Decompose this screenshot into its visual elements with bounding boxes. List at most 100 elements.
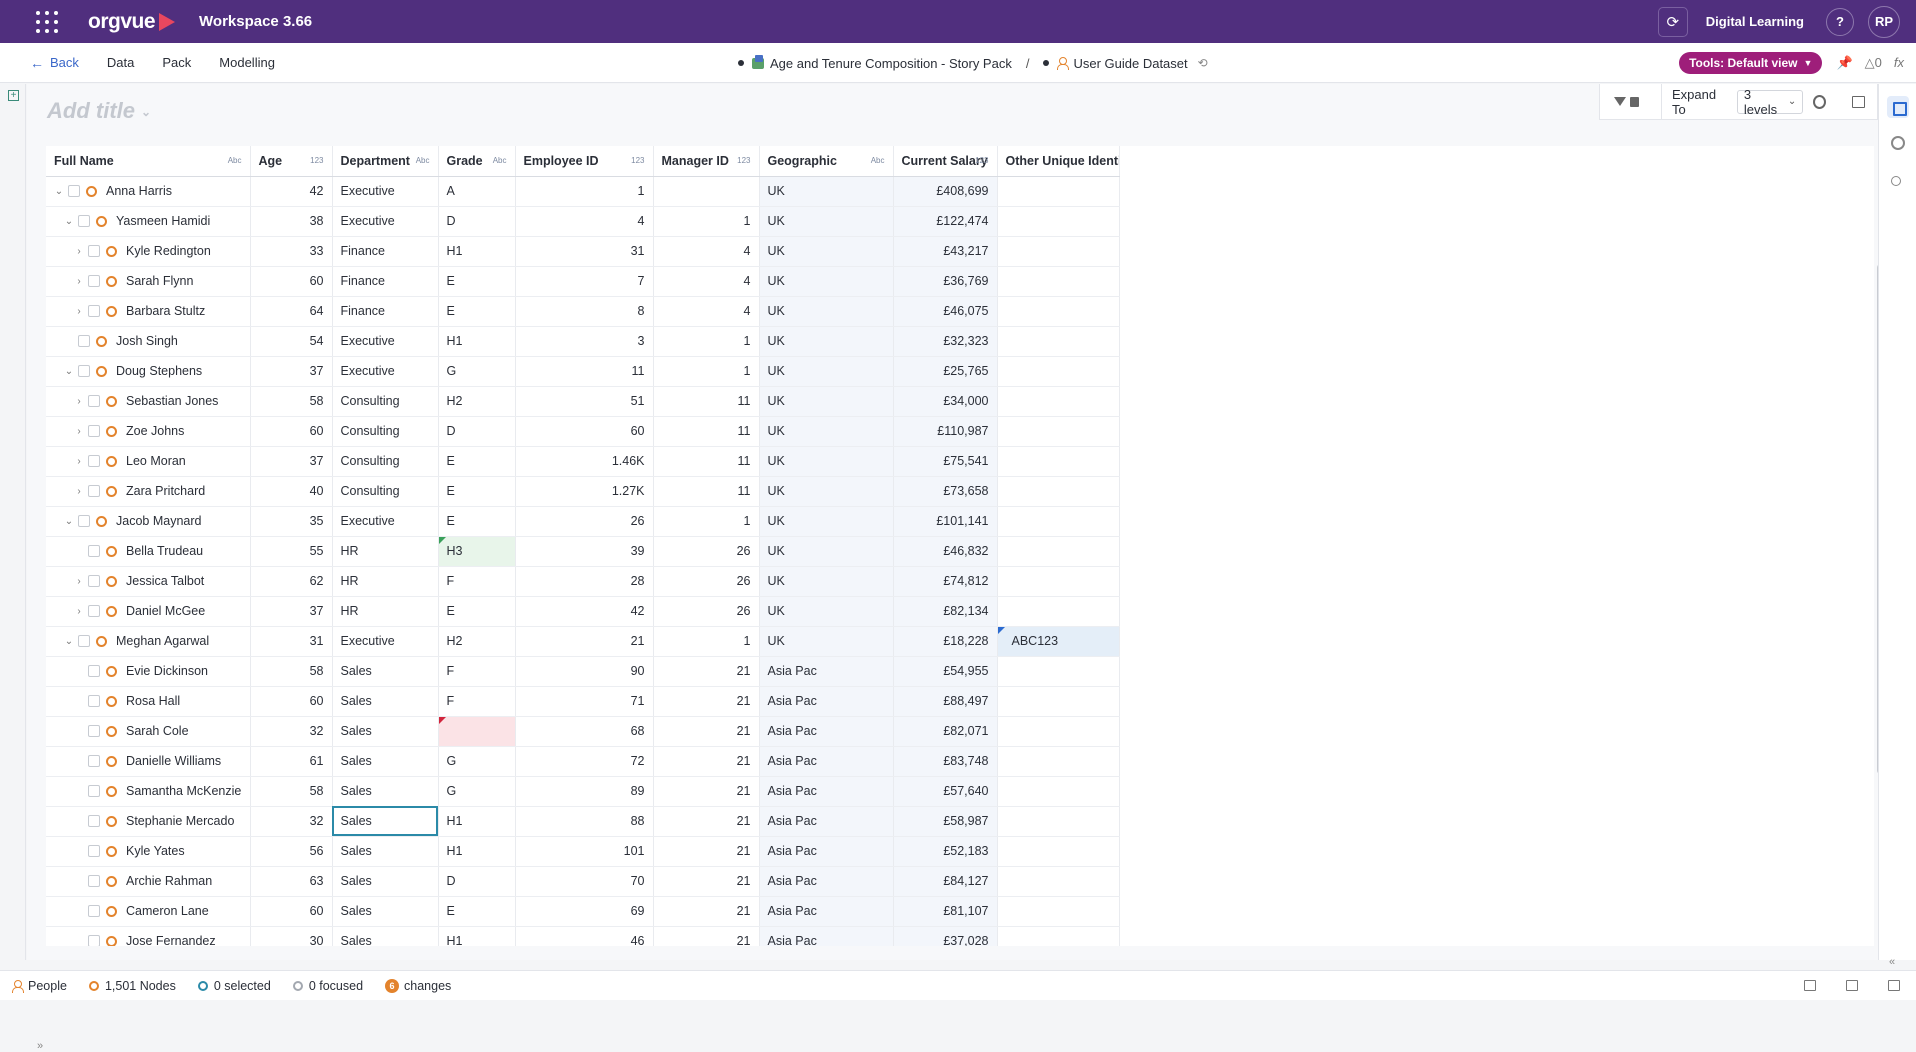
cell-manager-id[interactable]: 1 <box>653 356 760 387</box>
cell-full-name[interactable]: Stephanie Mercado <box>46 806 251 837</box>
cell-geographic[interactable]: Asia Pac <box>759 656 894 687</box>
cell-geographic[interactable]: UK <box>759 176 894 207</box>
cell-age[interactable]: 37 <box>250 596 333 627</box>
cell-full-name[interactable]: Sarah Cole <box>46 716 251 747</box>
chevron-right-icon[interactable]: › <box>77 485 81 497</box>
column-header-6[interactable]: Geographic Abc <box>759 146 894 177</box>
cell-geographic[interactable]: Asia Pac <box>759 746 894 777</box>
cell-age[interactable]: 64 <box>250 296 333 327</box>
cell-department[interactable]: Consulting <box>332 386 439 417</box>
cell-age[interactable]: 37 <box>250 356 333 387</box>
layout-icon[interactable] <box>1852 95 1865 108</box>
cell-grade[interactable]: H1 <box>438 836 516 867</box>
formula-icon[interactable]: fx <box>1893 55 1904 70</box>
cell-geographic[interactable]: UK <box>759 416 894 447</box>
table-row[interactable]: ⌄ Anna Harris 42 Executive A 1 UK £408,699 <box>46 176 1386 207</box>
row-checkbox[interactable] <box>78 335 90 347</box>
cell-manager-id[interactable]: 21 <box>653 746 760 777</box>
cell-current-salary[interactable]: £36,769 <box>893 266 998 297</box>
cell-full-name[interactable]: Rosa Hall <box>46 686 251 717</box>
cell-age[interactable]: 60 <box>250 686 333 717</box>
cell-other-unique-identifier[interactable] <box>997 476 1120 507</box>
cell-manager-id[interactable]: 11 <box>653 416 760 447</box>
cell-manager-id[interactable]: 4 <box>653 266 760 297</box>
cell-full-name[interactable]: ⌄ Jacob Maynard <box>46 506 251 537</box>
cell-manager-id[interactable]: 1 <box>653 626 760 657</box>
cell-grade[interactable]: E <box>438 296 516 327</box>
delete-icon[interactable] <box>1888 980 1900 991</box>
cell-other-unique-identifier[interactable] <box>997 806 1120 837</box>
menu-modelling[interactable]: Modelling <box>219 55 275 70</box>
cell-current-salary[interactable]: £37,028 <box>893 926 998 946</box>
row-checkbox[interactable] <box>88 545 100 557</box>
people-dataset[interactable]: People <box>12 979 67 993</box>
chevron-right-icon[interactable]: › <box>77 395 81 407</box>
cell-department[interactable]: Executive <box>332 206 439 237</box>
cell-employee-id[interactable]: 1.27K <box>515 476 654 507</box>
row-checkbox[interactable] <box>88 245 100 257</box>
cell-full-name[interactable]: ⌄ Doug Stephens <box>46 356 251 387</box>
chevron-right-icon[interactable]: › <box>77 425 81 437</box>
cell-employee-id[interactable]: 51 <box>515 386 654 417</box>
pack-name[interactable]: Age and Tenure Composition - Story Pack <box>770 55 1012 71</box>
cell-age[interactable]: 60 <box>250 896 333 927</box>
cell-grade[interactable]: A <box>438 176 516 207</box>
cell-geographic[interactable]: Asia Pac <box>759 686 894 717</box>
cell-geographic[interactable]: Asia Pac <box>759 776 894 807</box>
add-view-icon[interactable] <box>1804 980 1816 991</box>
cell-grade[interactable]: H1 <box>438 926 516 946</box>
filter-icon[interactable] <box>1614 97 1626 106</box>
cell-employee-id[interactable]: 71 <box>515 686 654 717</box>
cell-employee-id[interactable]: 7 <box>515 266 654 297</box>
cell-age[interactable]: 61 <box>250 746 333 777</box>
cell-employee-id[interactable]: 60 <box>515 416 654 447</box>
row-checkbox[interactable] <box>88 725 100 737</box>
cell-employee-id[interactable]: 70 <box>515 866 654 897</box>
cell-grade[interactable]: D <box>438 206 516 237</box>
cell-age[interactable]: 32 <box>250 716 333 747</box>
cell-department[interactable]: Executive <box>332 176 439 207</box>
column-header-1[interactable]: Age 123 <box>250 146 333 177</box>
cell-department[interactable]: Finance <box>332 266 439 297</box>
cell-full-name[interactable]: › Jessica Talbot <box>46 566 251 597</box>
tools-view-button[interactable]: Tools: Default view ▼ <box>1679 51 1823 74</box>
cell-current-salary[interactable]: £88,497 <box>893 686 998 717</box>
cell-employee-id[interactable]: 39 <box>515 536 654 567</box>
cell-other-unique-identifier[interactable] <box>997 926 1120 946</box>
chevron-down-icon[interactable]: ⌄ <box>64 365 74 377</box>
cell-current-salary[interactable]: £101,141 <box>893 506 998 537</box>
cell-grade[interactable]: D <box>438 416 516 447</box>
table-row[interactable]: ⌄ Yasmeen Hamidi 38 Executive D 4 1 UK £122,474 <box>46 206 1386 237</box>
column-header-5[interactable]: Manager ID 123 <box>653 146 760 177</box>
cell-full-name[interactable]: Kyle Yates <box>46 836 251 867</box>
cell-employee-id[interactable]: 90 <box>515 656 654 687</box>
cell-manager-id[interactable]: 26 <box>653 596 760 627</box>
cell-geographic[interactable]: UK <box>759 446 894 477</box>
node-panel-icon[interactable] <box>1891 136 1905 150</box>
cell-department[interactable]: HR <box>332 596 439 627</box>
avatar[interactable]: RP <box>1868 5 1900 38</box>
row-checkbox[interactable] <box>78 635 90 647</box>
menu-pack[interactable]: Pack <box>162 55 192 70</box>
cell-age[interactable]: 40 <box>250 476 333 507</box>
row-checkbox[interactable] <box>78 515 90 527</box>
cell-department[interactable]: Finance <box>332 236 439 267</box>
cell-current-salary[interactable]: £408,699 <box>893 176 998 207</box>
cell-current-salary[interactable]: £75,541 <box>893 446 998 477</box>
cell-employee-id[interactable]: 11 <box>515 356 654 387</box>
cell-age[interactable]: 42 <box>250 176 333 207</box>
row-checkbox[interactable] <box>88 305 100 317</box>
table-row[interactable]: Danielle Williams 61 Sales G 72 21 Asia Pac £83… <box>46 746 1386 777</box>
cell-age[interactable]: 33 <box>250 236 333 267</box>
cell-manager-id[interactable]: 11 <box>653 386 760 417</box>
cell-full-name[interactable]: Samantha McKenzie <box>46 776 251 807</box>
cell-department[interactable]: Sales <box>332 836 439 867</box>
cell-current-salary[interactable]: £122,474 <box>893 206 998 237</box>
cell-manager-id[interactable]: 11 <box>653 476 760 507</box>
cell-manager-id[interactable]: 21 <box>653 926 760 946</box>
cell-other-unique-identifier[interactable] <box>997 206 1120 237</box>
cell-grade[interactable]: F <box>438 686 516 717</box>
cell-geographic[interactable]: Asia Pac <box>759 716 894 747</box>
cell-full-name[interactable]: Danielle Williams <box>46 746 251 777</box>
menu-data[interactable]: Data <box>106 55 135 70</box>
